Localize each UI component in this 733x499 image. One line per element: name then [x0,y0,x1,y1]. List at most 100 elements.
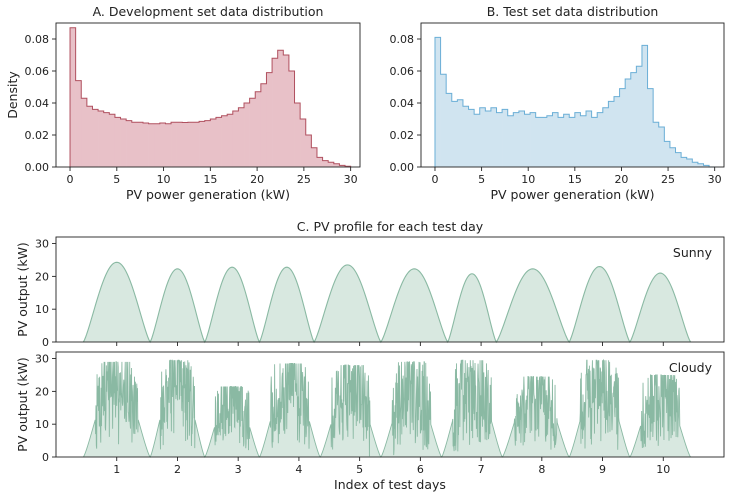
histogram-bar [244,103,250,167]
x-tick-label: 15 [568,173,582,186]
x-axis-label: PV power generation (kW) [126,187,290,202]
histogram-bar [664,141,671,167]
histogram-bar [272,58,278,168]
y-tick-label: 0.00 [390,161,415,174]
histogram-bar [703,165,710,167]
histogram-bar [669,147,676,167]
x-tick-label: 6 [417,463,424,476]
histogram-bar [507,115,514,167]
y-tick-label: 20 [35,385,49,398]
histogram-bar [277,50,284,168]
panel-label: Sunny [673,245,713,260]
histogram-bar [446,93,453,167]
x-tick-label: 0 [431,173,438,186]
sunny-profile-panel [82,261,692,344]
y-tick-label: 0.04 [390,97,415,110]
histogram-bar [479,107,486,167]
histogram-bar [619,88,626,167]
histogram-bar [681,157,688,167]
histogram-bar [697,163,704,167]
x-tick-label: 5 [356,463,363,476]
histogram-panel-b [434,36,715,168]
histogram-bar [165,123,172,167]
histogram-bar [462,106,469,167]
panel-title: C. PV profile for each test day [297,219,484,234]
histogram-bar [530,112,536,167]
histogram-bar [120,119,127,167]
pv-area [83,262,691,342]
histogram-bar [474,114,481,167]
histogram-bar [204,120,211,167]
x-tick-label: 2 [174,463,181,476]
histogram-bar [159,123,166,167]
panel-title: A. Development set data distribution [93,4,324,19]
histogram-bar [294,103,301,167]
histogram-bar [142,123,149,167]
histogram-bar [625,79,632,167]
y-tick-label: 0.08 [390,33,415,46]
histogram-bar [92,109,99,167]
histogram-bar [613,96,620,167]
y-tick-label: 0 [42,451,49,464]
x-tick-label: 10 [157,173,171,186]
histogram-bar [176,122,183,167]
x-tick-label: 5 [478,173,485,186]
y-tick-label: 30 [35,238,49,251]
plot-frame [55,351,725,458]
x-tick-label: 30 [708,173,722,186]
histogram-bar [602,107,609,167]
histogram-bar [524,114,531,167]
x-tick-label: 5 [113,173,120,186]
histogram-bar [434,37,441,168]
x-axis-label: Index of test days [334,477,446,492]
histogram-bar [468,109,475,167]
histogram-bar [686,159,693,167]
histogram-bar [98,111,105,167]
histogram-bar [305,135,312,167]
histogram-bar [232,111,239,167]
histogram-bar [131,122,138,167]
histogram-bar [574,112,581,167]
plot-frame [420,22,725,168]
histogram-bar [513,112,520,167]
x-tick-label: 15 [203,173,217,186]
histogram-bar [171,122,177,167]
histogram-bar [546,115,553,167]
x-tick-label: 10 [521,173,535,186]
histogram-bar [249,98,256,167]
x-tick-label: 7 [478,463,485,476]
histogram-bar [86,106,93,167]
histogram-bar [215,117,222,167]
histogram-bar [597,112,604,167]
histogram-bar [440,74,447,167]
histogram-bar [255,91,262,167]
x-tick-label: 20 [614,173,628,186]
histogram-bar [641,45,648,167]
histogram-outline [434,36,715,168]
histogram-bar [608,101,615,167]
histogram-bar [221,115,228,167]
histogram-bar [518,111,525,167]
histogram-bar [580,115,587,167]
histogram-bar [81,98,88,167]
plot-frame [55,236,725,343]
histogram-outline [69,27,352,167]
histogram-bar [103,112,110,167]
histogram-bar [541,117,548,167]
histogram-bar [288,71,295,167]
histogram-bar [496,112,503,167]
y-tick-label: 0.04 [25,97,50,110]
histogram-bar [490,107,497,167]
histogram-bar [199,121,206,167]
y-tick-label: 0.08 [25,33,50,46]
x-tick-label: 3 [235,463,242,476]
plot-frame [55,22,361,168]
x-tick-label: 10 [656,463,670,476]
x-tick-label: 4 [295,463,302,476]
x-axis-label: PV power generation (kW) [491,187,655,202]
histogram-bar [653,122,660,167]
x-tick-label: 0 [67,173,74,186]
y-tick-label: 30 [35,353,49,366]
histogram-bar [300,119,307,167]
